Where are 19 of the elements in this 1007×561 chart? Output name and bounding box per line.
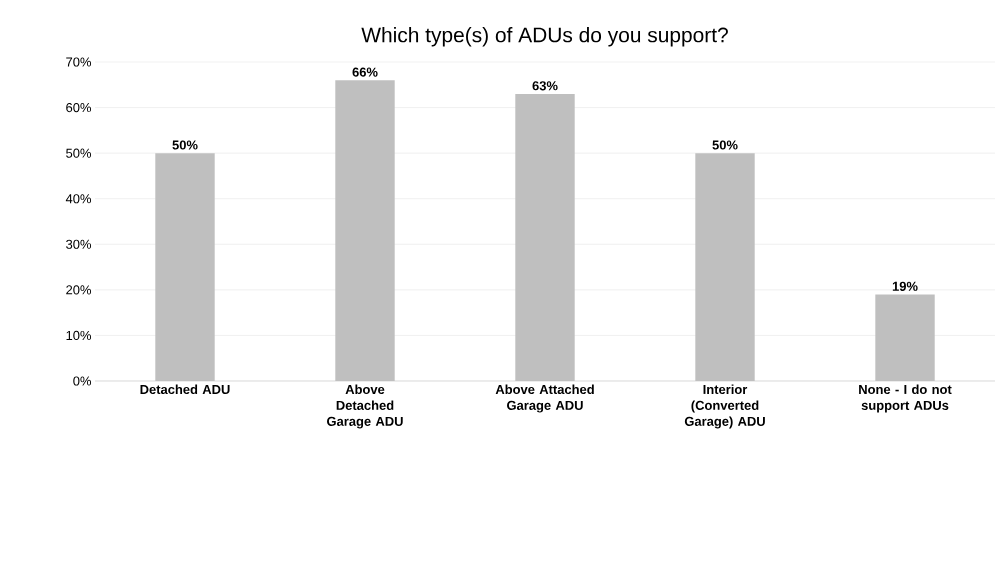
y-tick-label: 20% — [66, 285, 92, 295]
y-tick-label: 70% — [66, 57, 92, 67]
x-tick-label: Detached ADU — [140, 384, 230, 395]
y-tick-label: 0% — [73, 376, 92, 386]
y-tick-label: 10% — [66, 330, 92, 341]
data-label: 19% — [892, 281, 918, 291]
x-tick-label: Above Attached Garage ADU — [495, 384, 594, 413]
y-tick-label: 40% — [65, 194, 92, 204]
y-tick-label: 50% — [66, 148, 92, 158]
data-label: 50% — [712, 140, 738, 150]
x-tick-label: Above Detached Garage ADU — [327, 384, 403, 429]
y-tick-label: 30% — [66, 239, 92, 249]
y-tick-label: 60% — [66, 102, 92, 113]
x-tick-label: Interior (Converted Garage) ADU — [684, 384, 765, 429]
data-label: 50% — [172, 140, 198, 150]
chart-title: Which type(s) of ADUs do you support? — [361, 27, 728, 47]
data-label: 63% — [532, 81, 558, 91]
data-label: 66% — [352, 67, 378, 77]
x-tick-label: None - I do not support ADUs — [859, 384, 952, 413]
